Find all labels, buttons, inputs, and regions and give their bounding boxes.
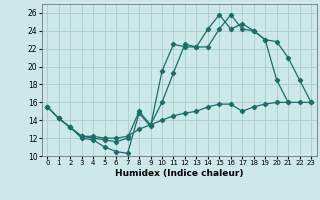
- X-axis label: Humidex (Indice chaleur): Humidex (Indice chaleur): [115, 169, 244, 178]
